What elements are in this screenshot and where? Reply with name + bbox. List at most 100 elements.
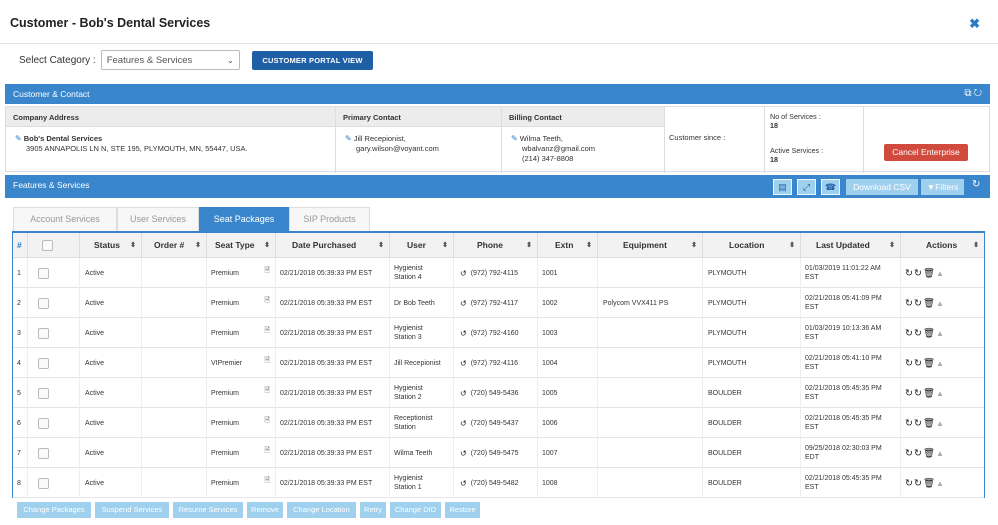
warning-icon[interactable]: ▲ [936, 298, 944, 308]
column-header-location[interactable]: Location ⬍ [703, 233, 801, 258]
reset-icon[interactable]: ↻ [913, 447, 922, 459]
refresh-icon[interactable]: ↻ [905, 477, 913, 489]
warning-icon[interactable]: ▲ [936, 418, 944, 428]
document-icon[interactable]: 🗎 [264, 297, 270, 304]
trash-icon[interactable]: 🗑 [922, 477, 935, 489]
refresh-icon[interactable]: ↻ [905, 297, 913, 309]
refresh-icon[interactable]: ↻ [905, 267, 913, 279]
change-did-button[interactable]: Change DID [390, 502, 441, 518]
trash-icon[interactable]: 🗑 [922, 357, 935, 369]
history-icon[interactable]: ↺ [460, 358, 467, 368]
reset-icon[interactable]: ↻ [913, 267, 922, 279]
history-icon[interactable]: ↺ [460, 268, 467, 278]
refresh-icon[interactable]: ↻ [905, 387, 913, 399]
edit-icon[interactable]: ✎ [345, 134, 352, 143]
select-all-checkbox[interactable] [42, 240, 53, 251]
tab-account-services[interactable]: Account Services [13, 207, 117, 231]
customer-portal-view-button[interactable]: CUSTOMER PORTAL VIEW [252, 51, 373, 70]
column-header-order[interactable]: Order # ⬍ [142, 233, 207, 258]
refresh-icon[interactable]: ↻ [973, 88, 984, 99]
refresh-icon[interactable]: ↻ [905, 417, 913, 429]
document-icon[interactable]: 🗎 [264, 447, 270, 454]
table-row[interactable]: 5 Active Premium 🗎 02/21/2018 05:39:33 PM ES… [13, 378, 984, 408]
table-row[interactable]: 3 Active Premium 🗎 02/21/2018 05:39:33 PM ES… [13, 318, 984, 348]
table-row[interactable]: 6 Active Premium 🗎 02/21/2018 05:39:33 PM ES… [13, 408, 984, 438]
change-location-button[interactable]: Change Location [287, 502, 356, 518]
warning-icon[interactable]: ▲ [936, 328, 944, 338]
document-icon[interactable]: 🗎 [264, 477, 270, 484]
reset-icon[interactable]: ↻ [913, 357, 922, 369]
column-header-status[interactable]: Status ⬍ [80, 233, 142, 258]
history-icon[interactable]: ↺ [460, 298, 467, 308]
table-row[interactable]: 7 Active Premium 🗎 02/21/2018 05:39:33 PM ES… [13, 438, 984, 468]
expand-icon[interactable]: ⤢ [797, 179, 816, 195]
row-checkbox[interactable] [38, 477, 49, 489]
table-row[interactable]: 8 Active Premium 🗎 02/21/2018 05:39:33 PM ES… [13, 468, 984, 498]
reset-icon[interactable]: ↻ [913, 477, 922, 489]
refresh-icon[interactable]: ↻ [905, 357, 913, 369]
trash-icon[interactable]: 🗑 [922, 267, 935, 279]
column-header-last-updated[interactable]: Last Updated ⬍ [801, 233, 901, 258]
warning-icon[interactable]: ▲ [936, 358, 944, 368]
warning-icon[interactable]: ▲ [936, 478, 944, 488]
history-icon[interactable]: ↺ [460, 418, 467, 428]
history-icon[interactable]: ↺ [460, 328, 467, 338]
document-icon[interactable]: 🗎 [264, 417, 270, 424]
column-header-user[interactable]: User ⬍ [390, 233, 454, 258]
tab-sip-products[interactable]: SIP Products [289, 207, 370, 231]
tab-seat-packages[interactable]: Seat Packages [199, 207, 289, 231]
refresh-icon[interactable]: ↻ [905, 447, 913, 459]
reset-icon[interactable]: ↻ [913, 297, 922, 309]
column-header-equipment[interactable]: Equipment ⬍ [598, 233, 703, 258]
trash-icon[interactable]: 🗑 [922, 417, 935, 429]
reset-icon[interactable]: ↻ [913, 387, 922, 399]
trash-icon[interactable]: 🗑 [922, 447, 935, 459]
refresh-icon[interactable]: ↻ [905, 327, 913, 339]
warning-icon[interactable]: ▲ [936, 268, 944, 278]
document-icon[interactable]: 🗎 [264, 357, 270, 364]
column-header-date-purchased[interactable]: Date Purchased ⬍ [276, 233, 390, 258]
edit-icon[interactable]: ✎ [511, 134, 518, 143]
row-checkbox[interactable] [38, 447, 49, 459]
retry-button[interactable]: Retry [360, 502, 386, 518]
trash-icon[interactable]: 🗑 [922, 327, 935, 339]
row-checkbox[interactable] [38, 267, 49, 279]
phone-icon[interactable]: ☎ [821, 179, 840, 195]
tab-user-services[interactable]: User Services [117, 207, 199, 231]
trash-icon[interactable]: 🗑 [922, 387, 935, 399]
filters-button[interactable]: ▼Filters [921, 179, 964, 195]
history-icon[interactable]: ↺ [460, 478, 467, 488]
row-checkbox[interactable] [38, 417, 49, 429]
remove-button[interactable]: Remove [247, 502, 283, 518]
row-checkbox[interactable] [38, 357, 49, 369]
reset-icon[interactable]: ↻ [913, 327, 922, 339]
document-icon[interactable]: 🗎 [264, 387, 270, 394]
history-icon[interactable]: ↺ [460, 448, 467, 458]
restore-button[interactable]: Restore [445, 502, 480, 518]
reset-icon[interactable]: ↻ [913, 417, 922, 429]
row-checkbox[interactable] [38, 327, 49, 339]
suspend-services-button[interactable]: Suspend Services [95, 502, 169, 518]
resume-services-button[interactable]: Resume Services [173, 502, 243, 518]
table-row[interactable]: 4 Active VIPremier 🗎 02/21/2018 05:39:33 PM … [13, 348, 984, 378]
trash-icon[interactable]: 🗑 [922, 297, 935, 309]
column-header-phone[interactable]: Phone ⬍ [454, 233, 538, 258]
warning-icon[interactable]: ▲ [936, 448, 944, 458]
document-icon[interactable]: 🗎 [264, 327, 270, 334]
column-header-seat-type[interactable]: Seat Type ⬍ [207, 233, 276, 258]
download-csv-button[interactable]: Download CSV [846, 179, 918, 195]
change-packages-button[interactable]: Change Packages [17, 502, 91, 518]
column-header-actions[interactable]: Actions ⬍ [901, 233, 984, 258]
copy-icon[interactable]: ⧉ [964, 88, 974, 99]
category-select[interactable]: Features & Services ⌄ [100, 50, 240, 70]
history-icon[interactable]: ↺ [460, 388, 467, 398]
document-icon[interactable]: 🗎 [264, 267, 270, 274]
columns-icon[interactable]: ▤ [773, 179, 792, 195]
refresh-icon[interactable]: ↻ [972, 179, 981, 190]
close-icon[interactable]: ✖ [969, 16, 980, 31]
row-checkbox[interactable] [38, 297, 49, 309]
row-checkbox[interactable] [38, 387, 49, 399]
table-row[interactable]: 2 Active Premium 🗎 02/21/2018 05:39:33 PM ES… [13, 288, 984, 318]
column-header-extn[interactable]: Extn ⬍ [538, 233, 598, 258]
table-row[interactable]: 1 Active Premium 🗎 02/21/2018 05:39:33 PM ES… [13, 258, 984, 288]
